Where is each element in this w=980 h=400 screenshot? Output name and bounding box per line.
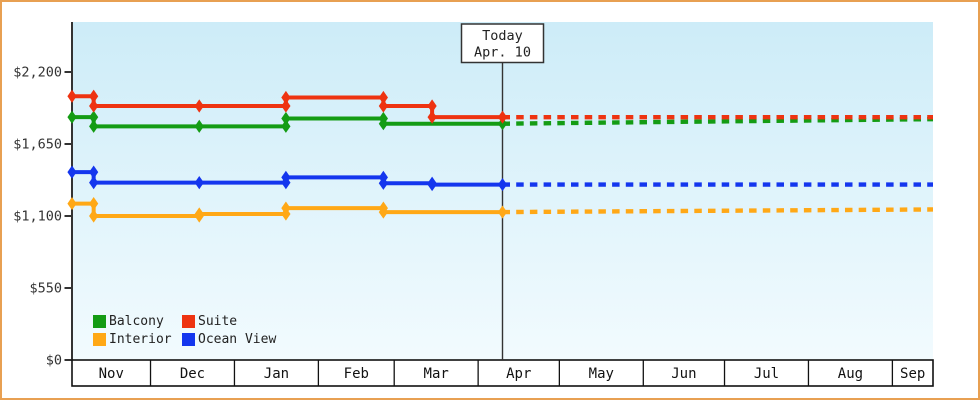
series-interior-marker: [194, 207, 204, 221]
series-balcony-marker: [281, 111, 291, 126]
legend-label: Interior: [109, 332, 172, 347]
today-label-box: [460, 23, 545, 64]
series-balcony-marker: [89, 110, 99, 124]
series-suite-marker: [89, 89, 99, 103]
series-balcony-marker: [281, 119, 291, 133]
series-interior-marker: [89, 196, 99, 211]
month-label-dec: Dec: [180, 366, 205, 382]
month-label-mar: Mar: [424, 366, 449, 382]
series-interior-forecast-line: [502, 207, 934, 215]
legend: Balcony Suite Interior Ocean View: [93, 314, 276, 347]
series-balcony-marker: [89, 119, 99, 133]
series-balcony-marker: [378, 117, 388, 131]
month-label-feb: Feb: [344, 366, 369, 382]
y-tick-label: $1,100: [13, 209, 62, 225]
series-suite-marker: [497, 110, 508, 124]
series-ocean-view-marker: [89, 165, 99, 179]
series-suite-marker: [89, 99, 99, 113]
legend-label: Balcony: [109, 314, 164, 329]
series-suite-marker: [67, 89, 77, 103]
month-label-apr: Apr: [506, 366, 531, 382]
y-tick-label: $0: [46, 353, 62, 369]
month-label-sep: Sep: [900, 366, 925, 382]
today-label-line2: Apr. 10: [474, 45, 531, 61]
series-suite-marker: [194, 99, 204, 113]
series-balcony-marker: [194, 119, 204, 133]
series-suite-marker: [427, 99, 437, 113]
balcony-swatch-icon: [93, 315, 106, 328]
legend-item-suite: Suite: [182, 314, 276, 329]
y-tick-label: $2,200: [13, 65, 62, 81]
series-balcony-forecast-line: [502, 116, 934, 126]
month-axis-table: [71, 359, 934, 387]
series-suite-marker: [378, 90, 388, 105]
month-label-jan: Jan: [264, 366, 289, 382]
series-suite-marker: [281, 99, 291, 113]
legend-item-interior: Interior: [93, 332, 182, 347]
series-ocean-view-marker: [67, 165, 77, 179]
month-label-aug: Aug: [838, 366, 863, 382]
series-interior-marker: [378, 205, 388, 219]
legend-item-ocean-view: Ocean View: [182, 332, 276, 347]
today-label-line1: Today: [482, 28, 523, 44]
suite-swatch-icon: [182, 315, 195, 328]
series-suite-marker: [281, 90, 291, 105]
y-tick-label: $1,650: [13, 137, 62, 153]
series-suite-marker: [378, 99, 388, 113]
month-label-may: May: [589, 366, 614, 382]
month-label-jul: Jul: [754, 366, 779, 382]
series-ocean-view-marker: [194, 176, 204, 190]
y-tick-label: $550: [29, 281, 62, 297]
legend-label: Suite: [198, 314, 238, 329]
series-ocean-view-marker: [281, 170, 291, 184]
series-ocean-view-marker: [427, 177, 437, 192]
ocean-view-swatch-icon: [182, 333, 195, 346]
legend-label: Ocean View: [198, 332, 277, 347]
series-interior-marker: [89, 209, 99, 223]
series-interior-marker: [497, 205, 508, 219]
series-interior-marker: [281, 201, 291, 215]
series-ocean-view-marker: [378, 176, 388, 190]
month-label-jun: Jun: [671, 366, 696, 382]
legend-item-balcony: Balcony: [93, 314, 182, 329]
interior-swatch-icon: [93, 333, 106, 346]
month-label-nov: Nov: [99, 366, 124, 382]
series-interior-marker: [67, 196, 77, 211]
series-ocean-view-marker: [89, 176, 99, 190]
series-balcony-marker: [67, 110, 77, 124]
series-ocean-view-marker: [497, 177, 508, 192]
series-suite-marker: [427, 110, 437, 124]
